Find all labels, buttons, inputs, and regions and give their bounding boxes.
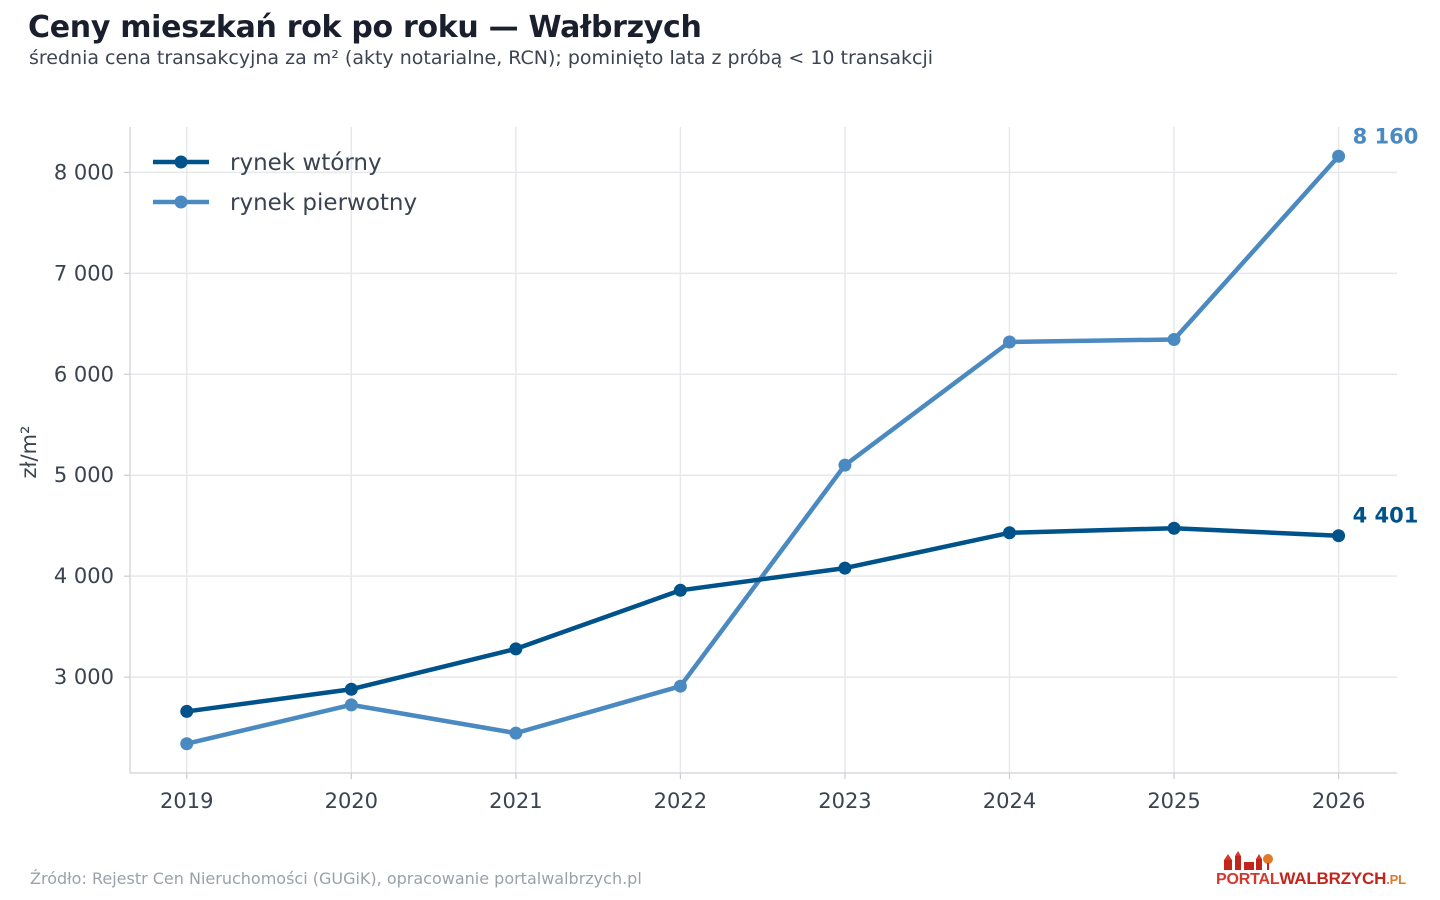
- y-tick-label: 6 000: [54, 362, 114, 386]
- y-axis-title: zł/m²: [17, 426, 41, 479]
- grid-lines: [130, 127, 1397, 773]
- logo-part-portal: PORTAL: [1216, 871, 1280, 888]
- end-label-wtorny: 4 401: [1353, 504, 1419, 528]
- legend-marker-pierwotny: [174, 195, 188, 209]
- data-point-wtorny: [1167, 521, 1181, 535]
- x-tick-label: 2025: [1147, 789, 1200, 813]
- x-tick-label: 2022: [654, 789, 707, 813]
- legend-label-pierwotny: rynek pierwotny: [230, 190, 417, 216]
- data-point-wtorny: [509, 642, 523, 656]
- data-point-pierwotny: [1167, 332, 1181, 346]
- y-tick-label: 7 000: [54, 261, 114, 285]
- data-point-pierwotny: [1002, 335, 1016, 349]
- data-point-wtorny: [1002, 526, 1016, 540]
- data-point-pierwotny: [838, 458, 852, 472]
- source-note: Źródło: Rejestr Cen Nieruchomości (GUGiK…: [30, 869, 642, 888]
- data-point-wtorny: [1332, 529, 1346, 543]
- data-point-pierwotny: [344, 698, 358, 712]
- data-point-pierwotny: [180, 737, 194, 751]
- x-tick-label: 2026: [1312, 789, 1365, 813]
- x-tick-label: 2024: [983, 789, 1036, 813]
- y-tick-label: 5 000: [54, 463, 114, 487]
- end-labels: 8 160 4 401: [1353, 124, 1419, 527]
- x-tick-label: 2019: [160, 789, 213, 813]
- data-point-pierwotny: [509, 726, 523, 740]
- x-tick-label: 2023: [818, 789, 871, 813]
- data-point-wtorny: [180, 704, 194, 718]
- x-tick-label: 2020: [325, 789, 378, 813]
- data-point-wtorny: [344, 682, 358, 696]
- end-label-pierwotny: 8 160: [1353, 124, 1419, 148]
- y-tick-label: 3 000: [54, 665, 114, 689]
- data-point-pierwotny: [1332, 149, 1346, 163]
- portalwalbrzych-logo[interactable]: PORTALWALBRZYCH.PL: [1214, 850, 1414, 890]
- data-point-pierwotny: [673, 679, 687, 693]
- x-tick-label: 2021: [489, 789, 542, 813]
- series-layer: [180, 149, 1346, 751]
- y-tick-label: 4 000: [54, 564, 114, 588]
- logo-part-pl: .PL: [1386, 872, 1406, 887]
- y-tick-label: 8 000: [54, 160, 114, 184]
- legend: rynek wtórny rynek pierwotny: [153, 150, 417, 216]
- castle-icon: [1224, 851, 1273, 870]
- chart-subtitle: średnia cena transakcyjna za m² (akty no…: [29, 47, 934, 69]
- data-point-wtorny: [838, 561, 852, 575]
- legend-marker-wtorny: [174, 155, 188, 169]
- x-axis-ticks: 2019 2020 2021 2022 2023 2024 2025 2026: [160, 773, 1365, 813]
- legend-label-wtorny: rynek wtórny: [230, 150, 382, 176]
- chart-title: Ceny mieszkań rok po roku — Wałbrzych: [28, 10, 702, 45]
- y-axis-ticks: 3 000 4 000 5 000 6 000 7 000 8 000: [54, 160, 130, 689]
- logo-part-walbrzych: WALBRZYCH: [1279, 869, 1387, 888]
- logo-text: PORTALWALBRZYCH.PL: [1216, 869, 1406, 889]
- data-point-wtorny: [673, 583, 687, 597]
- axes: [129, 127, 1397, 774]
- series-line-wtorny: [184, 525, 1341, 714]
- series-line-pierwotny: [184, 154, 1341, 746]
